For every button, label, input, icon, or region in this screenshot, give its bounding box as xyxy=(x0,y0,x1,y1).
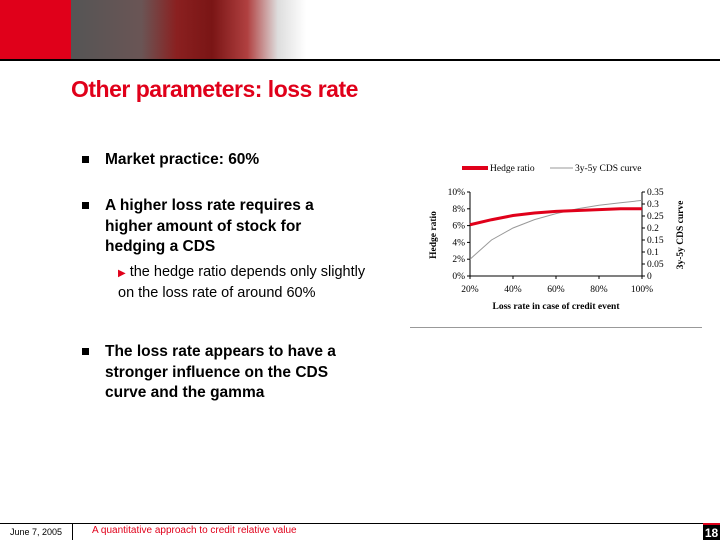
chart-legend: Hedge ratio 3y-5y CDS curve xyxy=(462,164,642,174)
header-divider xyxy=(0,59,720,61)
y-tick-label: 4% xyxy=(452,238,465,248)
x-tick-label: 20% xyxy=(461,285,479,295)
x-tick-label: 80% xyxy=(590,285,608,295)
bullet-text: Market practice: 60% xyxy=(105,151,260,168)
header-photo xyxy=(71,0,306,60)
sub-bullet: ▶ the hedge ratio depends only slightly o… xyxy=(118,263,368,303)
y2-tick-label: 0.1 xyxy=(647,248,659,258)
bullet-square-icon xyxy=(82,156,89,163)
series-line-hedge xyxy=(469,207,642,227)
y2-tick-label: 0.05 xyxy=(647,260,664,270)
y2-tick-label: 0.2 xyxy=(647,224,659,234)
arrow-right-icon: ▶ xyxy=(118,268,126,279)
y-tick-label: 0% xyxy=(452,272,465,282)
header-red-block xyxy=(0,0,71,60)
y2-tick-label: 0.35 xyxy=(647,188,664,198)
y-tick-label: 2% xyxy=(452,255,465,265)
footer-divider xyxy=(0,523,720,524)
y2-axis-label: 3y-5y CDS curve xyxy=(676,201,686,270)
slide-title: Other parameters: loss rate xyxy=(71,76,358,102)
bullet-2: A higher loss rate requires a higher amo… xyxy=(82,196,352,258)
y2-tick-label: 0.25 xyxy=(647,212,664,222)
legend-label-cds: 3y-5y CDS curve xyxy=(575,164,642,174)
x-tick-label: 100% xyxy=(631,285,653,295)
y-axis-label: Hedge ratio xyxy=(429,211,439,259)
bullet-square-icon xyxy=(82,348,89,355)
x-tick-label: 40% xyxy=(504,285,522,295)
chart-divider xyxy=(410,327,702,328)
series-line-cds xyxy=(469,199,643,260)
bullet-3: The loss rate appears to have a stronger… xyxy=(82,342,352,404)
bullet-text: The loss rate appears to have a stronger… xyxy=(105,343,336,401)
y-tick-label: 8% xyxy=(452,205,465,215)
y2-tick-label: 0.15 xyxy=(647,236,664,246)
bullet-1: Market practice: 60% xyxy=(82,150,352,171)
y2-tick-label: 0 xyxy=(647,272,652,282)
y-tick-label: 10% xyxy=(448,188,466,198)
y2-tick-label: 0.3 xyxy=(647,200,659,210)
footer-separator xyxy=(72,524,73,540)
y-tick-label: 6% xyxy=(452,222,465,232)
page-number: 18 xyxy=(703,523,720,540)
x-axis-label: Loss rate in case of credit event xyxy=(493,302,621,312)
bullet-text: A higher loss rate requires a higher amo… xyxy=(105,197,314,255)
footer-date: June 7, 2005 xyxy=(10,527,63,537)
x-tick-label: 60% xyxy=(547,285,565,295)
footer-title: A quantitative approach to credit relati… xyxy=(92,525,297,536)
legend-label-hedge: Hedge ratio xyxy=(490,164,535,174)
sub-bullet-text: the hedge ratio depends only slightly on… xyxy=(118,264,366,301)
bullet-square-icon xyxy=(82,202,89,209)
chart: Hedge ratio 3y-5y CDS curve 0% 2% 4% 6% 8% 10… xyxy=(429,164,686,312)
